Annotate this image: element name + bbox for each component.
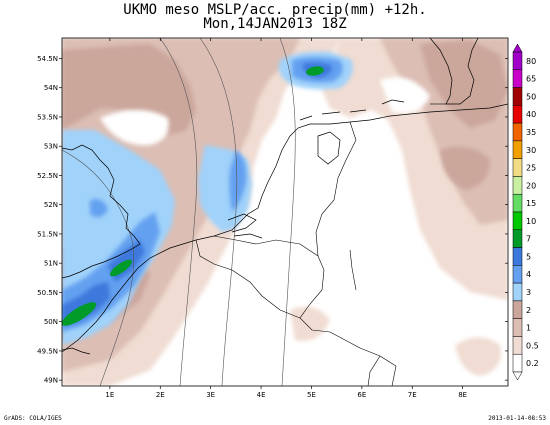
lon-tick-label: 8E: [458, 391, 467, 399]
colorbar-label: 4: [526, 270, 531, 279]
isobars: [62, 38, 296, 386]
colorbar-swatch: [512, 353, 523, 373]
colorbar-swatch: [512, 158, 523, 177]
lat-tick-label: 54N: [44, 84, 58, 92]
colorbar-swatch: [512, 51, 523, 71]
lat-tick-label: 53.5N: [37, 113, 58, 121]
plot-frame: [61, 37, 509, 387]
coastlines: [62, 38, 508, 355]
colorbar-swatch: [512, 176, 523, 195]
lon-tick-label: 3E: [206, 391, 215, 399]
precip-shading-7: [62, 66, 324, 326]
colorbar-swatch: [512, 300, 523, 319]
colorbar-swatch: [512, 140, 523, 159]
lat-tick-label: 53N: [44, 143, 58, 151]
colorbar-label: 15: [526, 199, 536, 208]
lat-tick-label: 49N: [44, 377, 58, 385]
colorbar-label: 65: [526, 75, 536, 84]
colorbar-swatch: [512, 247, 523, 266]
colorbar-label: 10: [526, 217, 536, 226]
footer-credit: GrADS: COLA/IGES: [4, 415, 62, 422]
colorbar-swatch: [512, 229, 523, 248]
lon-tick-label: 6E: [357, 391, 366, 399]
lon-tick-label: 1E: [105, 391, 114, 399]
colorbar-swatch: [512, 318, 523, 337]
colorbar-label: 1: [526, 324, 531, 333]
colorbar-swatch: [512, 282, 523, 302]
colorbar-label: 25: [526, 164, 536, 173]
lon-tick-label: 7E: [408, 391, 417, 399]
colorbar-swatch: [512, 105, 523, 124]
lat-tick-label: 54.5N: [37, 55, 58, 63]
colorbar-label: 40: [526, 110, 536, 119]
colorbar-swatch: [512, 336, 523, 355]
colorbar-label: 3: [526, 288, 531, 297]
colorbar-top-arrow: [512, 43, 523, 53]
map-subtitle: Mon,14JAN2013 18Z: [203, 16, 347, 32]
longitude-axis: 1E 2E 3E 4E 5E 6E 7E 8E: [105, 38, 467, 399]
colorbar-bottom-arrow: [512, 371, 523, 381]
colorbar-label: 50: [526, 92, 536, 101]
country-borders: [195, 103, 446, 386]
colorbar-swatch: [512, 211, 523, 231]
colorbar-label: 0.5: [526, 341, 539, 350]
colorbar: 80 65 50 40 35 30 25 20 15 10 7 5 4 3 2 1 0.5 0.2: [512, 43, 539, 381]
colorbar-label: 30: [526, 146, 536, 155]
colorbar-label: 0.2: [526, 359, 539, 368]
colorbar-label: 35: [526, 128, 536, 137]
lat-tick-label: 50N: [44, 318, 58, 326]
map-title: UKMO meso MSLP/acc. precip(mm) +12h.: [123, 2, 427, 18]
precip-gap: [100, 77, 430, 146]
colorbar-label: 20: [526, 181, 536, 190]
colorbar-swatch: [512, 87, 523, 106]
lat-tick-label: 51N: [44, 260, 58, 268]
lon-tick-label: 5E: [307, 391, 316, 399]
colorbar-swatch: [512, 193, 523, 213]
colorbar-swatch: [512, 69, 523, 88]
lon-tick-label: 4E: [257, 391, 266, 399]
lon-tick-label: 2E: [156, 391, 165, 399]
colorbar-swatch: [512, 265, 523, 284]
colorbar-label: 5: [526, 252, 531, 261]
latitude-axis: 49N 49.5N 50N 50.5N 51N 51.5N 52N 52.5N 53N 53.5N…: [37, 55, 508, 385]
colorbar-label: 2: [526, 306, 531, 315]
colorbar-swatch: [512, 122, 523, 142]
lat-tick-label: 51.5N: [37, 230, 58, 238]
lat-tick-label: 52.5N: [37, 172, 58, 180]
footer-timestamp: 2013-01-14-08:53: [488, 415, 546, 422]
colorbar-label: 7: [526, 235, 531, 244]
lat-tick-label: 50.5N: [37, 289, 58, 297]
lat-tick-label: 52N: [44, 201, 58, 209]
lat-tick-label: 49.5N: [37, 347, 58, 355]
colorbar-label: 80: [526, 57, 536, 66]
